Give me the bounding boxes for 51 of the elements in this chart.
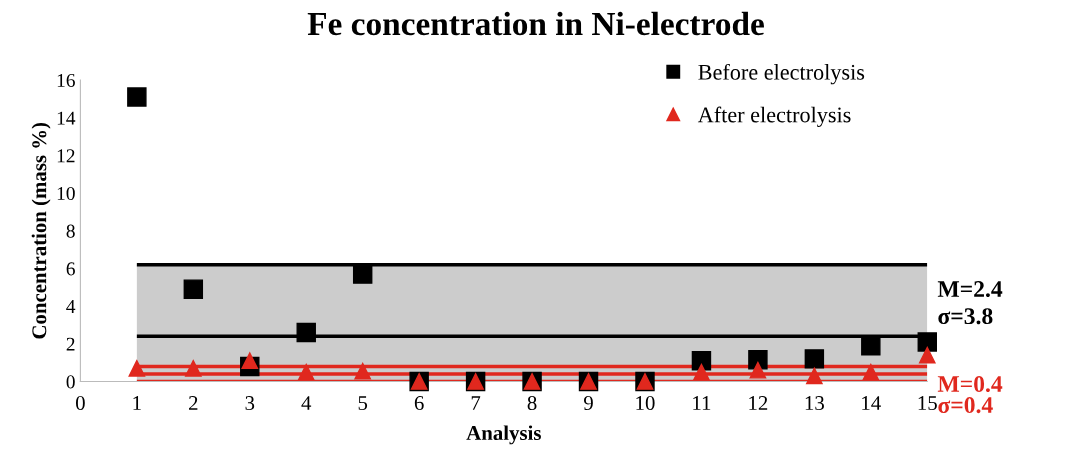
- y-tick-label: 0: [66, 375, 75, 389]
- x-tick-label: 9: [583, 396, 593, 411]
- y-tick-label: 16: [57, 73, 75, 88]
- chart-title: Fe concentration in Ni-electrode: [307, 11, 764, 36]
- y-tick-label: 2: [66, 337, 75, 351]
- x-tick-label: 13: [805, 396, 824, 411]
- point: [183, 279, 204, 299]
- point: [297, 363, 315, 381]
- point: [804, 349, 825, 369]
- ref-line-label: M=0.4: [937, 376, 1003, 393]
- point: [184, 359, 202, 377]
- y-axis-title: Concentration (mass %): [31, 122, 51, 339]
- x-tick-label: 11: [693, 396, 711, 410]
- x-tick-label: 4: [301, 396, 312, 410]
- x-tick-label: 12: [749, 396, 768, 410]
- point: [861, 335, 881, 356]
- point: [917, 332, 938, 352]
- legend-label: Before electrolysis: [698, 63, 865, 85]
- point: [862, 363, 880, 381]
- point: [693, 363, 710, 381]
- point: [352, 264, 373, 284]
- y-tick-label: 14: [57, 111, 76, 125]
- point: [296, 322, 316, 343]
- x-tick-label: 8: [527, 396, 537, 411]
- x-tick-label: 1: [133, 396, 141, 410]
- point: [241, 352, 259, 370]
- text: σ=3.8: [938, 308, 993, 325]
- legend-label: After electrolysis: [697, 106, 851, 127]
- x-axis-title: Analysis: [466, 425, 541, 445]
- x-tick-label: 15: [918, 396, 937, 411]
- ref-line-label: M=2.4: [937, 281, 1003, 298]
- point: [128, 359, 146, 377]
- y-tick-label: 10: [57, 186, 75, 201]
- x-tick-label: 14: [862, 396, 881, 410]
- y-tick-label: 4: [66, 300, 76, 313]
- point: [806, 367, 823, 385]
- point: [691, 351, 712, 371]
- x-tick-label: 7: [471, 396, 481, 410]
- point: [127, 87, 147, 107]
- point: [749, 361, 767, 379]
- text: σ=0.4: [938, 397, 993, 414]
- y-tick-label: 6: [66, 262, 75, 276]
- x-tick-label: 3: [245, 396, 255, 411]
- point: [918, 346, 936, 364]
- point: [354, 362, 372, 380]
- x-tick-label: 2: [189, 396, 198, 410]
- y-tick-label: 12: [57, 149, 75, 163]
- x-tick-label: 5: [358, 396, 368, 411]
- y-tick-label: 8: [66, 224, 75, 238]
- x-tick-label: 6: [414, 396, 424, 411]
- x-tick-label: 10: [636, 396, 655, 411]
